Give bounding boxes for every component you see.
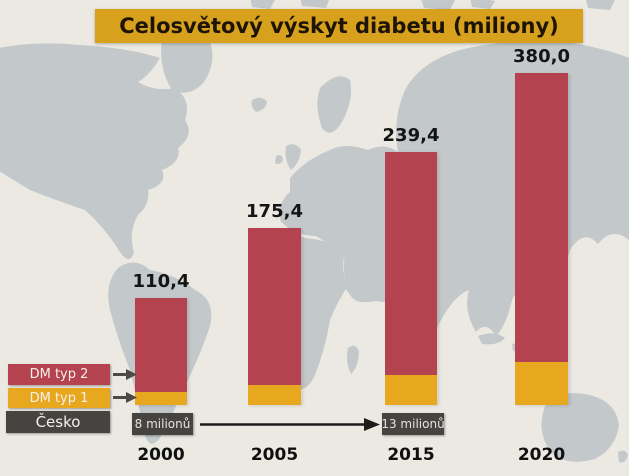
- new-zealand: [618, 450, 628, 463]
- annotation-13-million: 13 milionů: [381, 413, 445, 435]
- annotation-8-million-label: 8 milionů: [134, 417, 191, 431]
- bar-2000-dm2-segment: [135, 298, 187, 392]
- bar-2020-dm2-segment: [515, 73, 568, 362]
- scandinavia: [317, 76, 351, 133]
- legend-dm2: DM typ 2: [8, 364, 110, 385]
- bar-2020-value-label: 380,0: [513, 46, 570, 67]
- greenland: [161, 34, 213, 93]
- bar-2000-dm1-segment: [135, 392, 187, 405]
- legend-dm1: DM typ 1: [8, 388, 110, 408]
- bar-2005-dm2-segment: [248, 228, 301, 385]
- legend-cesko-label: Česko: [35, 413, 81, 431]
- legend-dm2-label: DM typ 2: [29, 367, 89, 382]
- bar-2015-dm1-segment: [385, 375, 437, 405]
- arabia: [343, 246, 389, 303]
- bar-2020-dm1-segment: [515, 362, 568, 405]
- annotation-13-million-label: 13 milionů: [381, 417, 445, 431]
- bar-2015-value-label: 239,4: [382, 125, 440, 146]
- bar-2020: [515, 73, 568, 405]
- australia: [541, 393, 619, 462]
- bar-2005: [248, 228, 301, 405]
- bar-2005-value-label: 175,4: [246, 201, 303, 222]
- bar-2000-value-label: 110,4: [132, 271, 190, 292]
- x-axis-label-2005: 2005: [250, 445, 299, 465]
- legend-dm1-label: DM typ 1: [29, 390, 89, 406]
- british-isles: [275, 144, 301, 170]
- bar-2015-dm2-segment: [385, 152, 437, 375]
- x-axis-label-2020: 2020: [517, 445, 566, 465]
- x-axis-label-2015: 2015: [387, 445, 435, 465]
- x-axis-label-2000: 2000: [137, 445, 185, 465]
- indonesia: [478, 296, 563, 353]
- arctic-islands: [250, 0, 615, 10]
- north-america: [0, 43, 189, 259]
- annotation-8-million: 8 milionů: [132, 413, 193, 435]
- legend-cesko: Česko: [6, 411, 110, 433]
- chart-title-banner: Celosvětový výskyt diabetu (miliony): [95, 9, 583, 43]
- bar-2000: [135, 298, 187, 405]
- madagascar: [347, 345, 359, 374]
- bar-2015: [385, 152, 437, 405]
- iceland: [251, 97, 267, 112]
- bar-2005-dm1-segment: [248, 385, 301, 405]
- chart-title: Celosvětový výskyt diabetu (miliony): [119, 14, 559, 38]
